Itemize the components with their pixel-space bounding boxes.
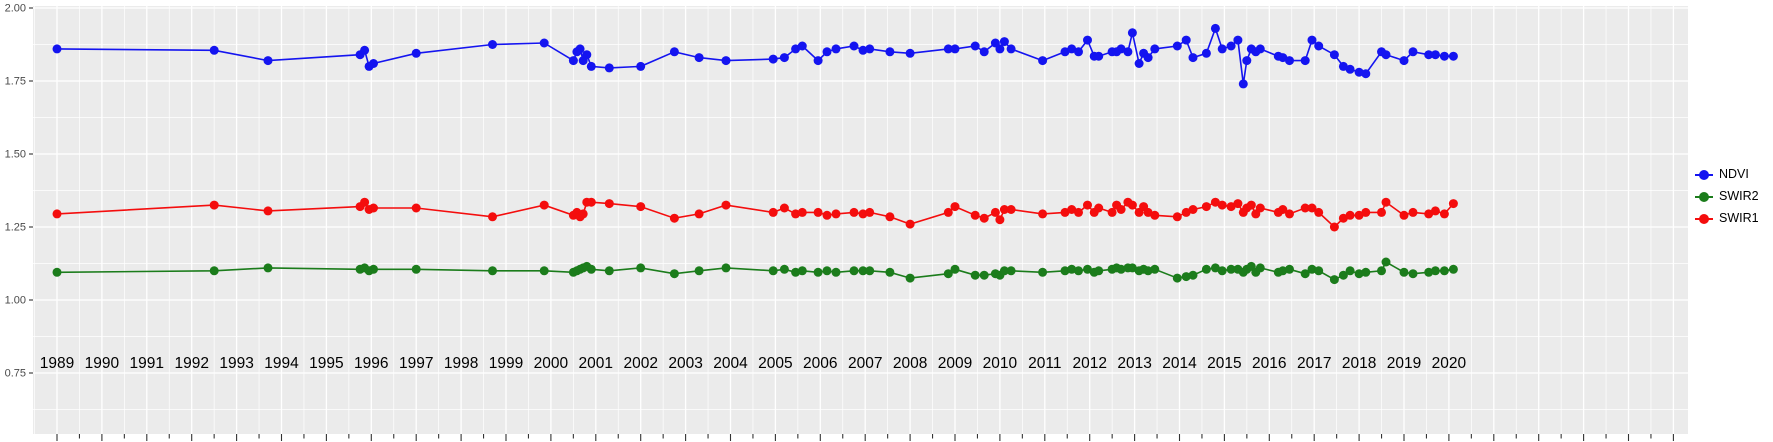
svg-text:2002: 2002 xyxy=(623,355,657,372)
svg-text:2001: 2001 xyxy=(579,355,613,372)
svg-text:2008: 2008 xyxy=(893,355,927,372)
legend-key-swir2-icon xyxy=(1695,189,1713,204)
svg-text:2018: 2018 xyxy=(1342,355,1376,372)
svg-text:2020: 2020 xyxy=(1432,355,1467,372)
svg-text:2004: 2004 xyxy=(713,355,748,372)
svg-text:2.00: 2.00 xyxy=(5,3,26,15)
svg-text:1994: 1994 xyxy=(264,355,299,372)
svg-text:2014: 2014 xyxy=(1162,355,1197,372)
svg-text:2000: 2000 xyxy=(534,355,569,372)
svg-text:1995: 1995 xyxy=(309,355,343,372)
svg-text:1.75: 1.75 xyxy=(5,76,26,88)
svg-text:1991: 1991 xyxy=(130,355,164,372)
svg-text:2003: 2003 xyxy=(668,355,702,372)
svg-text:2013: 2013 xyxy=(1117,355,1151,372)
legend-item-swir2: SWIR2 xyxy=(1695,189,1759,204)
svg-text:2015: 2015 xyxy=(1207,355,1241,372)
svg-text:2019: 2019 xyxy=(1387,355,1421,372)
legend-key-ndvi-icon xyxy=(1695,167,1713,182)
svg-text:1.25: 1.25 xyxy=(5,222,26,234)
svg-text:2005: 2005 xyxy=(758,355,792,372)
svg-text:2011: 2011 xyxy=(1028,355,1061,372)
legend: NDVI SWIR2 SWIR1 xyxy=(1695,167,1759,226)
svg-text:1999: 1999 xyxy=(489,355,523,372)
svg-text:2007: 2007 xyxy=(848,355,882,372)
svg-text:2009: 2009 xyxy=(938,355,972,372)
svg-text:2006: 2006 xyxy=(803,355,837,372)
svg-text:1990: 1990 xyxy=(85,355,120,372)
svg-text:1993: 1993 xyxy=(219,355,253,372)
svg-text:1998: 1998 xyxy=(444,355,478,372)
svg-text:1992: 1992 xyxy=(174,355,208,372)
svg-text:2017: 2017 xyxy=(1297,355,1331,372)
svg-text:1989: 1989 xyxy=(40,355,74,372)
legend-label-ndvi: NDVI xyxy=(1719,167,1749,181)
legend-key-swir1-icon xyxy=(1695,211,1713,226)
svg-text:2012: 2012 xyxy=(1072,355,1106,372)
legend-item-ndvi: NDVI xyxy=(1695,167,1759,182)
legend-label-swir1: SWIR1 xyxy=(1719,211,1759,225)
svg-text:1.00: 1.00 xyxy=(5,295,26,307)
legend-label-swir2: SWIR2 xyxy=(1719,189,1759,203)
legend-item-swir1: SWIR1 xyxy=(1695,211,1759,226)
svg-text:1.50: 1.50 xyxy=(5,149,26,161)
svg-text:2010: 2010 xyxy=(983,355,1018,372)
svg-text:1997: 1997 xyxy=(399,355,433,372)
svg-text:0.75: 0.75 xyxy=(5,368,26,380)
svg-text:1996: 1996 xyxy=(354,355,388,372)
svg-text:2016: 2016 xyxy=(1252,355,1286,372)
